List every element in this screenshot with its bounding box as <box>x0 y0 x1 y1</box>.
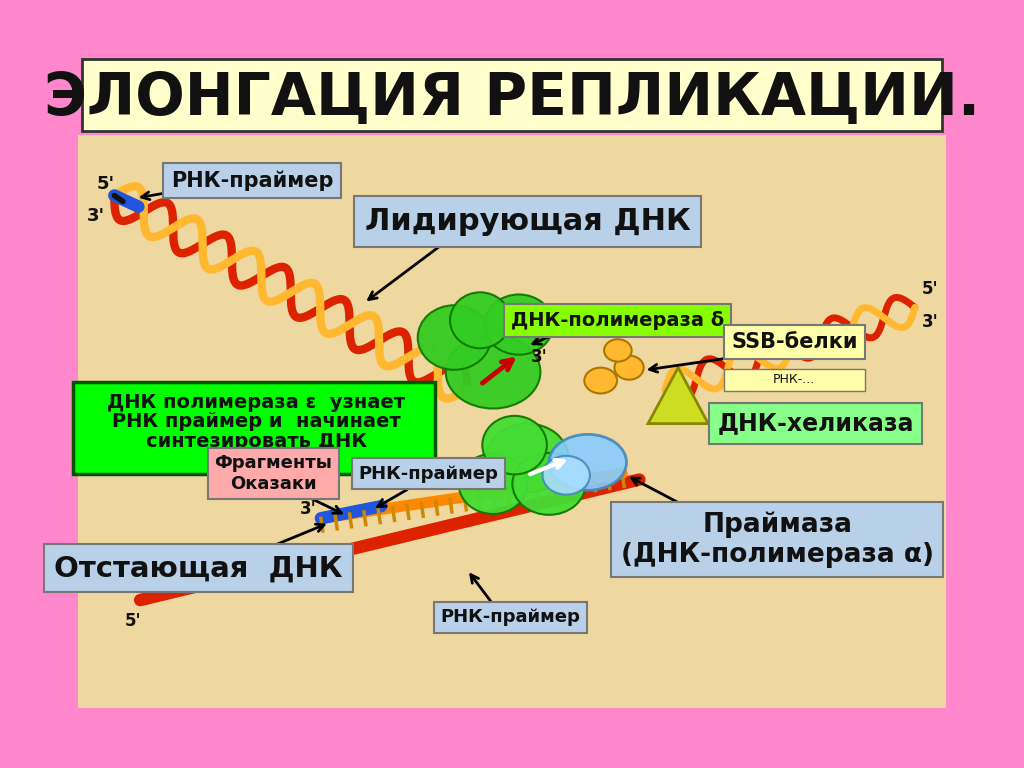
Text: 5': 5' <box>125 612 141 630</box>
Ellipse shape <box>585 368 617 393</box>
Ellipse shape <box>512 453 586 515</box>
Text: 3': 3' <box>299 500 316 518</box>
Text: РНК-...: РНК-... <box>773 373 815 386</box>
Ellipse shape <box>418 305 490 370</box>
Ellipse shape <box>445 336 541 409</box>
Ellipse shape <box>486 424 568 492</box>
Text: Праймаза
(ДНК-полимераза α): Праймаза (ДНК-полимераза α) <box>621 511 934 568</box>
Text: РНК праймер и  начинает: РНК праймер и начинает <box>112 412 400 432</box>
Text: SSB-белки: SSB-белки <box>731 332 857 352</box>
Text: ДНК полимераза ε  узнает: ДНК полимераза ε узнает <box>108 392 406 412</box>
Ellipse shape <box>614 356 644 379</box>
Text: 3': 3' <box>87 207 104 225</box>
FancyBboxPatch shape <box>83 58 941 131</box>
Text: ДНК-полимераза δ: ДНК-полимераза δ <box>511 311 725 329</box>
Text: Лидирующая ДНК: Лидирующая ДНК <box>365 207 690 236</box>
Ellipse shape <box>484 294 553 355</box>
Text: 3': 3' <box>530 348 548 366</box>
Text: ЭЛОНГАЦИЯ РЕПЛИКАЦИИ.: ЭЛОНГАЦИЯ РЕПЛИКАЦИИ. <box>44 70 980 127</box>
FancyBboxPatch shape <box>72 54 952 714</box>
Text: 5': 5' <box>97 175 116 194</box>
Ellipse shape <box>604 339 632 362</box>
Ellipse shape <box>543 456 590 495</box>
Ellipse shape <box>482 415 547 475</box>
FancyBboxPatch shape <box>73 382 435 474</box>
Text: РНК-праймер: РНК-праймер <box>440 608 581 626</box>
Polygon shape <box>648 368 709 424</box>
Ellipse shape <box>459 454 527 514</box>
Text: РНК-праймер: РНК-праймер <box>358 465 499 482</box>
Text: РНК-праймер: РНК-праймер <box>171 170 333 191</box>
FancyBboxPatch shape <box>78 135 946 707</box>
Text: Отстающая  ДНК: Отстающая ДНК <box>54 554 343 582</box>
Text: ДНК-хеликаза: ДНК-хеликаза <box>718 412 914 435</box>
Text: 3': 3' <box>922 313 939 331</box>
Text: синтезировать ДНК: синтезировать ДНК <box>145 432 367 451</box>
Ellipse shape <box>549 435 627 490</box>
Text: Фрагменты
Оказаки: Фрагменты Оказаки <box>215 454 333 493</box>
Ellipse shape <box>450 293 510 348</box>
Text: 5': 5' <box>922 280 938 299</box>
FancyBboxPatch shape <box>724 369 865 391</box>
